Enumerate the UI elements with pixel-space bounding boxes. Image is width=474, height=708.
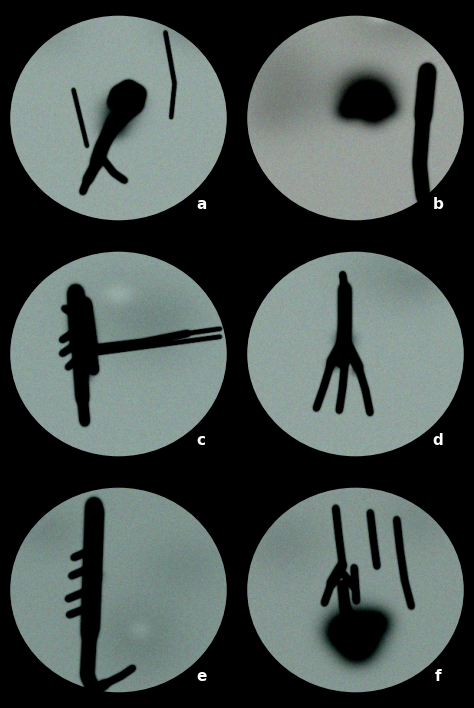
Text: b: b — [433, 198, 444, 212]
Text: a: a — [196, 198, 206, 212]
Ellipse shape — [0, 182, 291, 525]
Text: d: d — [433, 433, 444, 448]
Ellipse shape — [0, 0, 291, 290]
Ellipse shape — [183, 418, 474, 708]
Text: c: c — [197, 433, 206, 448]
Ellipse shape — [183, 0, 474, 290]
Text: f: f — [435, 670, 441, 685]
Text: e: e — [196, 670, 206, 685]
Ellipse shape — [0, 418, 291, 708]
Ellipse shape — [183, 182, 474, 525]
